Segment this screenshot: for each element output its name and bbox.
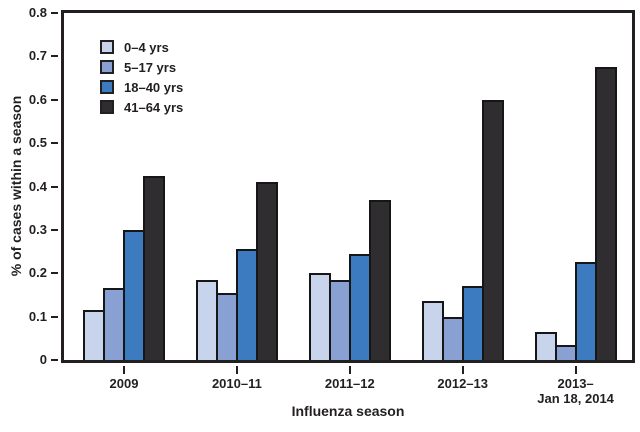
bar-5-17-yrs	[103, 288, 125, 360]
x-axis-title: Influenza season	[291, 403, 405, 419]
bar-5-17-yrs	[554, 345, 577, 360]
legend-label: 18–40 yrs	[124, 79, 184, 95]
y-tick-label: 0.4	[28, 178, 47, 194]
bar-0-4-yrs	[195, 280, 218, 360]
legend-swatch-icon	[100, 100, 114, 114]
bar-5-17-yrs	[441, 317, 464, 360]
x-tick	[461, 366, 464, 374]
bar-41-64-yrs	[368, 200, 391, 360]
plot-area: 0 0.1 0.2 0.3 0.4 0.5 0.6 0.7 0.8 2009 2010–11 201…	[29, 5, 635, 406]
bar-18-40-yrs	[461, 286, 484, 360]
legend-row: 5–17 yrs	[100, 59, 183, 75]
y-tick	[51, 98, 58, 101]
y-tick	[51, 55, 58, 58]
x-tick-label: 2012–13	[437, 376, 488, 391]
bar-0-4-yrs	[308, 273, 331, 360]
x-tick-label: 2009	[109, 376, 139, 391]
y-tick	[51, 142, 58, 145]
legend-label: 41–64 yrs	[124, 99, 184, 115]
y-tick	[51, 12, 58, 14]
legend-swatch-icon	[100, 60, 114, 74]
y-tick	[51, 359, 58, 361]
bar-18-40-yrs	[574, 262, 597, 360]
x-tick-label: 2013– Jan 18, 2014	[537, 376, 614, 406]
x-tick	[123, 366, 125, 374]
bar-5-17-yrs	[215, 293, 238, 360]
bar-18-40-yrs	[235, 249, 258, 360]
legend-swatch-icon	[100, 40, 114, 54]
x-tick-label: 2010–11	[211, 376, 262, 391]
x-tick-label: 2011–12	[324, 376, 375, 391]
y-tick	[51, 185, 58, 188]
bar-18-40-yrs	[123, 230, 145, 360]
bar-41-64-yrs	[255, 182, 278, 360]
bar-0-4-yrs	[421, 301, 444, 360]
legend-row: 41–64 yrs	[100, 99, 184, 115]
legend-swatch-icon	[100, 80, 114, 94]
legend-label: 0–4 yrs	[124, 39, 169, 55]
y-tick-label: 0	[39, 352, 47, 367]
bar-18-40-yrs	[348, 254, 371, 360]
legend: 0–4 yrs 5–17 yrs 18–40 yrs 41–64 yrs	[100, 40, 183, 120]
y-tick-label: 0.2	[28, 265, 47, 281]
y-tick-label: 0.1	[28, 308, 47, 324]
bar-41-64-yrs	[143, 176, 165, 360]
y-tick	[51, 315, 58, 318]
bar-0-4-yrs	[83, 310, 105, 360]
y-tick	[51, 272, 58, 275]
y-tick-label: 0.7	[28, 48, 47, 64]
y-tick	[51, 228, 58, 231]
bar-41-64-yrs	[594, 67, 617, 360]
legend-label: 5–17 yrs	[124, 59, 177, 75]
y-tick-label: 0.5	[28, 135, 47, 151]
bar-5-17-yrs	[328, 280, 351, 360]
y-tick-label: 0.6	[28, 91, 47, 107]
y-tick-label: 0.8	[28, 5, 47, 20]
x-tick	[235, 366, 238, 374]
legend-row: 0–4 yrs	[100, 39, 183, 55]
bar-41-64-yrs	[481, 100, 504, 360]
bar-0-4-yrs	[534, 332, 557, 360]
x-tick	[348, 366, 351, 374]
legend-row: 18–40 yrs	[100, 79, 184, 95]
y-tick-label: 0.3	[28, 221, 47, 237]
x-tick	[574, 366, 577, 374]
